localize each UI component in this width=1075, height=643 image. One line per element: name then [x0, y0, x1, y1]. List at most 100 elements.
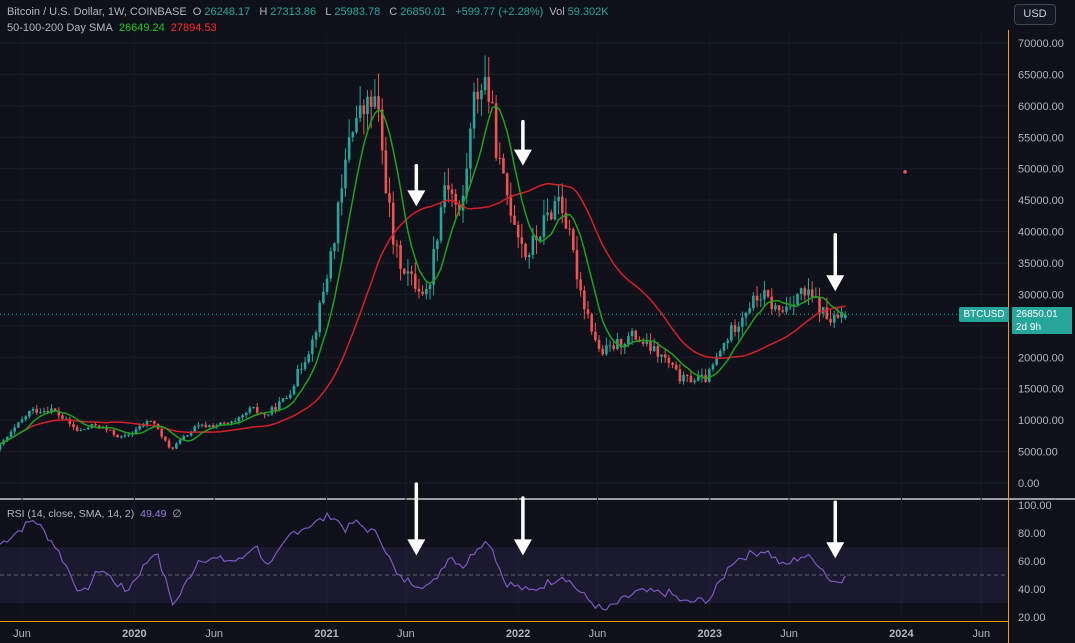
- candle-body: [233, 421, 237, 423]
- candle-body: [237, 417, 241, 422]
- candle-body: [336, 202, 340, 244]
- candle-body: [755, 295, 759, 301]
- candle-body: [557, 196, 560, 202]
- bar-countdown: 2d 9h: [1016, 322, 1042, 333]
- price-tick-label: 55000.00: [1018, 132, 1064, 144]
- candles: [0, 55, 847, 452]
- candle-body: [612, 345, 616, 350]
- volume-label: Vol: [549, 6, 565, 18]
- currency-button[interactable]: USD: [1014, 4, 1056, 25]
- candle-body: [380, 109, 384, 151]
- candle-body: [123, 435, 127, 437]
- candle-body: [667, 357, 671, 363]
- candle-body: [546, 212, 549, 216]
- candle-body: [693, 380, 696, 383]
- price-arrow-head: [513, 149, 532, 166]
- candle-body: [244, 412, 248, 416]
- candle-body: [829, 318, 832, 323]
- candle-body: [594, 331, 597, 341]
- candle-body: [671, 362, 674, 365]
- candle-body: [810, 289, 814, 298]
- candle-body: [678, 369, 682, 382]
- candle-body: [388, 193, 391, 203]
- price-tick-label: 20000.00: [1018, 352, 1064, 364]
- candle-body: [605, 345, 608, 355]
- candle-body: [6, 436, 9, 441]
- candle-body: [480, 90, 483, 100]
- close-value: 26850.01: [400, 6, 447, 18]
- candle-body: [498, 157, 502, 159]
- candle-body: [292, 386, 296, 395]
- candle-body: [469, 128, 472, 169]
- close-label: C: [389, 6, 398, 18]
- candle-body: [803, 288, 807, 296]
- candle-body: [193, 426, 197, 432]
- sma-green-line: [0, 105, 846, 445]
- time-tick-label: 2023: [698, 628, 722, 640]
- last-price-value: 26850.01: [1016, 309, 1058, 320]
- candle-body: [318, 302, 322, 333]
- candle-body: [204, 424, 208, 428]
- sma-red-line: [0, 182, 846, 445]
- candle-body: [601, 348, 604, 355]
- candle-body: [289, 394, 292, 399]
- candle-body: [421, 291, 424, 295]
- candle-body: [843, 314, 847, 319]
- candle-body: [322, 291, 325, 303]
- rsi-tick-label: 100.00: [1018, 500, 1052, 512]
- candle-body: [296, 369, 299, 387]
- candle-body: [524, 243, 527, 258]
- candle-body: [134, 429, 138, 434]
- candle-body: [391, 202, 395, 245]
- candle-body: [744, 312, 748, 318]
- candle-body: [31, 408, 35, 411]
- candle-body: [428, 284, 432, 290]
- candle-body: [149, 421, 152, 423]
- time-tick-label: Jun: [205, 628, 223, 640]
- candle-body: [726, 340, 729, 344]
- candle-body: [83, 429, 86, 431]
- candle-body: [575, 250, 579, 280]
- rsi-value: 49.49: [140, 508, 167, 520]
- last-price-tag: 26850.01 2d 9h: [1012, 307, 1072, 334]
- candle-body: [832, 314, 836, 323]
- rsi-tick-label: 60.00: [1018, 556, 1046, 568]
- candle-body: [384, 150, 388, 194]
- candle-body: [285, 398, 288, 400]
- visibility-icon[interactable]: ∅: [172, 508, 182, 520]
- price-arrow-head: [826, 275, 845, 292]
- candle-body: [450, 189, 454, 194]
- price-tick-label: 0.00: [1018, 478, 1039, 490]
- price-tick-label: 70000.00: [1018, 38, 1064, 50]
- candle-body: [340, 188, 344, 203]
- candle-body: [483, 77, 487, 91]
- candle-body: [175, 443, 178, 449]
- change-value: +599.77 (+2.28%): [455, 6, 544, 18]
- price-tick-label: 65000.00: [1018, 69, 1064, 81]
- price-tick-label: 40000.00: [1018, 227, 1064, 239]
- candle-body: [344, 159, 347, 189]
- candle-body: [568, 228, 571, 230]
- sma-label: 50-100-200 Day SMA: [7, 22, 113, 34]
- candle-body: [399, 245, 402, 269]
- candle-body: [542, 215, 546, 237]
- candle-body: [281, 398, 285, 402]
- candle-body: [564, 212, 568, 229]
- open-label: O: [192, 6, 202, 18]
- candle-body: [75, 427, 79, 431]
- candle-body: [167, 440, 171, 448]
- candle-body: [50, 408, 53, 413]
- candle-body: [502, 157, 505, 174]
- candle-body: [597, 340, 601, 349]
- marker-dot: [903, 170, 907, 174]
- low-label: L: [325, 6, 332, 18]
- candle-body: [737, 326, 740, 332]
- candle-body: [741, 317, 744, 327]
- time-tick-label: 2020: [122, 628, 146, 640]
- price-tick-label: 50000.00: [1018, 164, 1064, 176]
- candle-body: [182, 436, 186, 440]
- sma-green-value: 26649.24: [118, 22, 165, 34]
- candle-body: [553, 201, 557, 220]
- candle-body: [730, 325, 733, 341]
